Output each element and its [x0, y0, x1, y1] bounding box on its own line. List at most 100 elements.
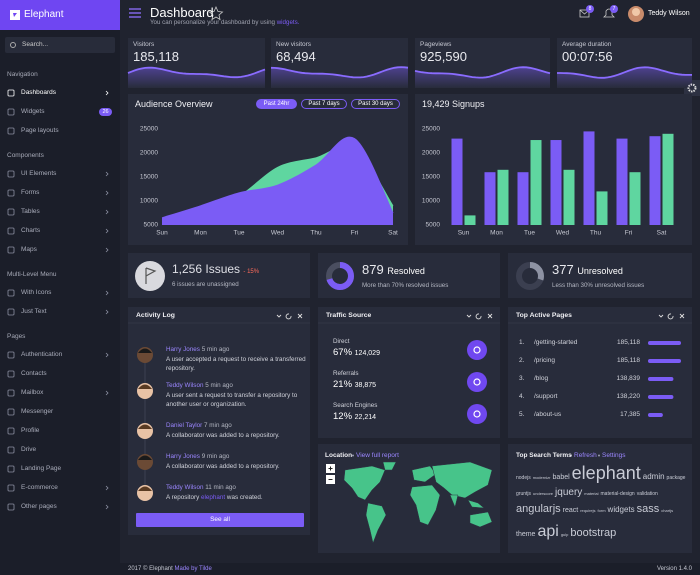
range-button[interactable]: Past 7 days: [301, 99, 347, 109]
traffic-action[interactable]: [467, 372, 487, 392]
x-tick-label: Fri: [625, 230, 633, 237]
panel-refresh[interactable]: [475, 313, 482, 320]
search-terms-action[interactable]: Refresh: [574, 452, 597, 459]
search-term[interactable]: chartjs: [661, 508, 674, 513]
search-term[interactable]: admin: [642, 472, 665, 481]
made-by[interactable]: Made by Tilde: [174, 566, 212, 572]
page-path[interactable]: /about-us: [534, 411, 562, 418]
search-term[interactable]: react: [562, 507, 579, 514]
map-region[interactable]: [467, 499, 485, 509]
search-term[interactable]: theme: [516, 531, 536, 538]
user-name[interactable]: Teddy Wilson: [648, 10, 690, 17]
panel-collapse[interactable]: [276, 314, 282, 318]
search-term[interactable]: material-design: [600, 491, 635, 497]
search-term[interactable]: material: [584, 491, 599, 496]
sparkline-fill: [128, 67, 265, 88]
map-region[interactable]: [409, 484, 441, 526]
search-term[interactable]: form: [597, 508, 606, 513]
nav-item[interactable]: E-commerce: [21, 484, 58, 491]
panel-close[interactable]: [297, 313, 303, 319]
search-term[interactable]: babel: [552, 474, 570, 481]
search-input[interactable]: Search...: [22, 41, 49, 48]
nav-item[interactable]: Authentication: [21, 351, 63, 358]
page-path[interactable]: /getting-started: [534, 339, 578, 346]
traffic-percent: 67%: [333, 347, 353, 358]
page-views: 185,118: [616, 357, 640, 364]
y-tick-label: 25000: [422, 126, 440, 133]
search-term[interactable]: nodejs: [516, 475, 531, 481]
traffic-action[interactable]: [467, 404, 487, 424]
panel-refresh[interactable]: [285, 313, 292, 320]
nav-item[interactable]: Page layouts: [21, 127, 59, 134]
search-terms-line: theme api gulp bootstrap: [516, 522, 616, 541]
map-region[interactable]: [411, 465, 437, 483]
nav-item[interactable]: Mailbox: [21, 389, 44, 396]
nav-item[interactable]: With Icons: [21, 289, 52, 296]
search-term[interactable]: api: [537, 523, 559, 540]
map-region[interactable]: [469, 511, 493, 528]
activity-user[interactable]: Harry Jones: [166, 453, 200, 460]
nav-item[interactable]: Other pages: [21, 503, 57, 510]
page-path[interactable]: /blog: [534, 375, 549, 382]
notification-icon[interactable]: [603, 8, 615, 18]
activity-user[interactable]: Teddy Wilson: [166, 484, 204, 491]
favorite-star[interactable]: [208, 6, 224, 21]
page-path[interactable]: /pricing: [534, 357, 555, 364]
activity-text: A user accepted a request to receive a t…: [166, 355, 306, 373]
panel-collapse[interactable]: [658, 314, 664, 318]
search-term[interactable]: gulp: [560, 532, 569, 537]
stat-label: Visitors: [133, 41, 155, 48]
search-term[interactable]: validation: [636, 491, 658, 497]
subtitle-link[interactable]: widgets.: [276, 19, 300, 26]
map-region[interactable]: [449, 494, 459, 508]
nav-item[interactable]: Landing Page: [21, 465, 62, 472]
panel-collapse[interactable]: [466, 314, 472, 318]
sparkline: [127, 66, 266, 79]
activity-user[interactable]: Teddy Wilson: [166, 382, 204, 389]
traffic-action[interactable]: [467, 340, 487, 360]
page-path[interactable]: /support: [534, 393, 558, 400]
activity-text-part: A collaborator was added to a repository…: [166, 463, 280, 470]
panel-close[interactable]: [679, 313, 685, 319]
search-term[interactable]: widgets: [607, 505, 635, 514]
map-region[interactable]: [343, 465, 386, 501]
search-term[interactable]: angularjs: [516, 503, 561, 515]
map-region[interactable]: [431, 461, 493, 499]
see-all-button[interactable]: See all: [136, 513, 304, 527]
search-term[interactable]: modernizr: [532, 475, 551, 480]
nav-item[interactable]: Charts: [21, 227, 41, 234]
location-link[interactable]: View full report: [356, 452, 399, 459]
mail-icon[interactable]: [579, 9, 590, 18]
nav-item[interactable]: Contacts: [21, 370, 47, 377]
nav-item[interactable]: Drive: [21, 446, 37, 453]
search-term[interactable]: sass: [636, 503, 660, 515]
nav-item[interactable]: Widgets: [21, 108, 45, 115]
nav-item[interactable]: UI Elements: [21, 170, 57, 177]
y-tick-label: 10000: [422, 198, 440, 205]
nav-item[interactable]: Profile: [21, 427, 40, 434]
activity-user[interactable]: Daniel Taylor: [166, 422, 203, 429]
map-region[interactable]: [382, 461, 397, 471]
panel-refresh[interactable]: [667, 313, 674, 320]
nav-item[interactable]: Dashboards: [21, 89, 57, 96]
nav-item[interactable]: Messenger: [21, 408, 54, 415]
map-region[interactable]: [365, 502, 387, 544]
search-term[interactable]: package: [666, 475, 686, 481]
nav-item[interactable]: Maps: [21, 246, 37, 253]
activity-link[interactable]: elephant: [201, 494, 226, 501]
nav-section-title: Components: [7, 152, 44, 159]
nav-item[interactable]: Forms: [21, 189, 40, 196]
search-term[interactable]: elephant: [571, 463, 641, 483]
search-term[interactable]: requirejs: [580, 508, 596, 513]
nav-item[interactable]: Tables: [21, 208, 40, 215]
search-term[interactable]: gruntjs: [516, 491, 532, 497]
panel-close[interactable]: [487, 313, 493, 319]
range-button[interactable]: Past 30 days: [351, 99, 400, 109]
search-term[interactable]: bootstrap: [570, 527, 617, 539]
search-term[interactable]: underscore: [533, 491, 554, 496]
nav-item[interactable]: Just Text: [21, 308, 47, 315]
activity-user[interactable]: Harry Jones: [166, 346, 200, 353]
search-term[interactable]: jquery: [555, 487, 583, 498]
search-terms-action[interactable]: Settings: [602, 452, 626, 459]
range-button[interactable]: Past 24hr: [256, 99, 297, 109]
